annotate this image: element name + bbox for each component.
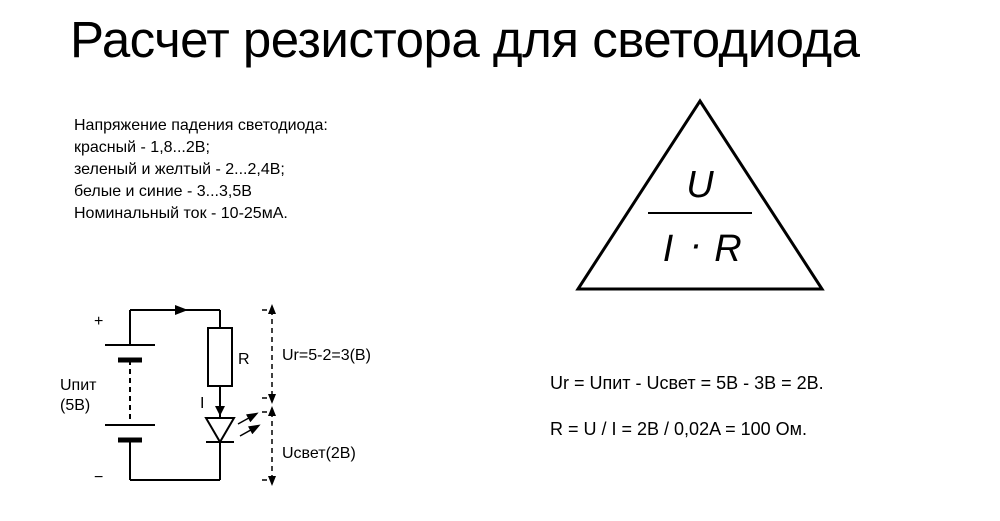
calc-line-1: Ur = Uпит - Uсвет = 5В - 3В = 2В. [550,360,824,406]
ur-arrow-up-icon [268,304,276,314]
spec-line-5: Номинальный ток - 10-25мА. [74,203,328,225]
source-val-label: (5В) [60,397,90,414]
current-arrow-icon [175,305,188,315]
circuit-svg: R I + − Uпит (5В) [60,290,440,510]
uled-label: Uсвет(2В) [282,445,356,462]
ur-label: Ur=5-2=3(B) [282,347,371,364]
resistor-label: R [238,351,250,368]
minus-label: − [94,469,103,486]
triangle-dot: · [690,224,703,266]
spec-line-2: красный - 1,8...2В; [74,137,328,159]
page-root: Расчет резистора для светодиода Напряжен… [0,0,1000,521]
triangle-u: U [686,164,714,206]
current-dir-icon [215,406,225,416]
current-label: I [200,395,204,412]
led-ray-1-icon [238,414,256,424]
page-title: Расчет резистора для светодиода [70,10,970,69]
uled-arrow-dn-icon [268,476,276,486]
triangle-i: I [663,228,674,270]
calc-line-2: R = U / I = 2B / 0,02A = 100 Ом. [550,406,824,452]
ur-arrow-dn-icon [268,394,276,404]
uled-arrow-up-icon [268,406,276,416]
led-triangle [206,418,234,442]
spec-line-4: белые и синие - 3...3,5В [74,181,328,203]
calculation-text: Ur = Uпит - Uсвет = 5В - 3В = 2В. R = U … [550,360,824,452]
triangle-svg: U I · R [570,95,830,295]
triangle-r: R [714,228,741,270]
led-spec-text: Напряжение падения светодиода: красный -… [74,115,328,225]
spec-line-1: Напряжение падения светодиода: [74,115,328,137]
source-label: Uпит [60,377,97,394]
resistor-symbol [208,328,232,386]
led-ray-2-icon [240,426,258,436]
circuit-diagram: R I + − Uпит (5В) [60,290,440,510]
plus-label: + [94,313,103,330]
spec-line-3: зеленый и желтый - 2...2,4В; [74,159,328,181]
ohm-triangle: U I · R [570,95,830,295]
